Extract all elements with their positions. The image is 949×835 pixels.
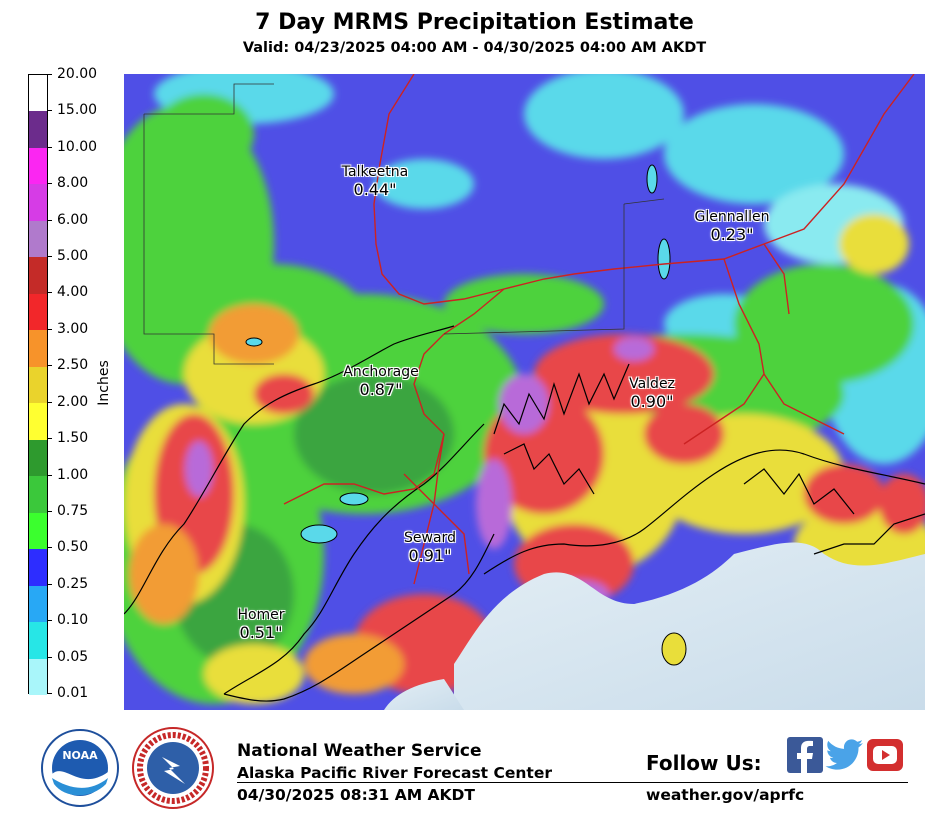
city-label: Glennallen 0.23"	[695, 209, 770, 244]
footer-logos: NOAA	[40, 722, 220, 818]
valid-period: Valid: 04/23/2025 04:00 AM - 04/30/2025 …	[242, 40, 707, 56]
city-label: Valdez 0.90"	[629, 376, 675, 411]
city-name: Anchorage	[343, 364, 419, 380]
legend-swatch	[29, 658, 47, 696]
legend-swatch	[29, 512, 47, 550]
legend-tick	[48, 146, 52, 148]
org-center: Alaska Pacific River Forecast Center	[237, 764, 552, 782]
coastline	[124, 325, 925, 702]
legend-tick	[48, 693, 52, 694]
city-name: Homer	[237, 607, 285, 623]
legend-label: 0.01	[57, 685, 89, 701]
facebook-icon[interactable]	[787, 737, 823, 777]
follow-label: Follow Us:	[646, 751, 762, 775]
legend-label: 1.00	[57, 466, 89, 483]
island	[661, 632, 687, 666]
legend-label: 6.00	[57, 211, 89, 228]
city-precip-value: 0.91"	[408, 546, 452, 565]
legend-tick	[48, 474, 52, 476]
legend-label: 20.00	[57, 66, 98, 82]
city-label: Talkeetna 0.44"	[342, 164, 408, 199]
legend-tick	[48, 292, 52, 294]
lakes	[245, 164, 671, 544]
legend-tick	[48, 328, 52, 330]
legend-swatch	[29, 366, 47, 404]
legend-label: 0.25	[57, 575, 89, 592]
legend-tick	[48, 401, 52, 403]
city-name: Seward	[404, 530, 456, 546]
legend-tick	[48, 547, 52, 549]
legend-swatch	[29, 439, 47, 477]
legend-label: 0.75	[57, 502, 89, 519]
legend-swatch	[29, 147, 47, 185]
noaa-logo: NOAA	[41, 729, 119, 807]
legend-label: 3.00	[57, 320, 89, 337]
legend-tick	[48, 74, 52, 75]
legend-label: 0.50	[57, 539, 89, 556]
legend-tick	[48, 438, 52, 440]
precipitation-map: Talkeetna 0.44" Glennallen 0.23" Anchorage 0.…	[124, 74, 925, 710]
city-precip-value: 0.23"	[710, 225, 754, 244]
legend-label: 5.00	[57, 248, 89, 265]
legend-swatch	[29, 403, 47, 441]
roads	[283, 74, 915, 585]
city-precip-value: 0.90"	[630, 392, 674, 411]
ocean	[454, 542, 925, 710]
color-legend	[28, 74, 48, 696]
precip-field	[124, 74, 925, 704]
legend-tick	[48, 256, 52, 258]
legend-swatch	[29, 184, 47, 222]
legend-units: Inches	[96, 360, 112, 406]
city-name: Talkeetna	[341, 164, 409, 180]
legend-label: 4.00	[57, 284, 89, 301]
legend-tick	[48, 365, 52, 367]
legend-label: 8.00	[57, 175, 89, 192]
city-name: Glennallen	[694, 209, 770, 225]
legend-tick	[48, 110, 52, 112]
legend-tick	[48, 620, 52, 622]
website-link[interactable]: weather.gov/aprfc	[646, 786, 805, 804]
boundaries	[143, 83, 665, 365]
legend-tick	[48, 583, 52, 585]
city-precip-value: 0.87"	[359, 380, 403, 399]
city-label: Homer 0.51"	[237, 607, 284, 642]
legend-swatch	[29, 293, 47, 331]
legend-swatch	[29, 75, 47, 112]
legend-swatch	[29, 257, 47, 295]
legend-tick	[48, 656, 52, 658]
youtube-icon[interactable]	[867, 737, 903, 777]
legend-label: 2.50	[57, 357, 89, 374]
city-precip-value: 0.44"	[353, 180, 397, 199]
legend-tick	[48, 219, 52, 221]
legend-swatch	[29, 220, 47, 258]
city-precip-value: 0.51"	[239, 623, 283, 642]
issued-time: 04/30/2025 08:31 AM AKDT	[237, 786, 475, 804]
legend-swatch	[29, 585, 47, 623]
legend-label: 2.00	[57, 393, 89, 410]
legend-swatch	[29, 476, 47, 514]
legend-swatch	[29, 549, 47, 587]
city-name: Valdez	[629, 376, 675, 392]
legend-label: 1.50	[57, 430, 89, 447]
map-title: 7 Day MRMS Precipitation Estimate	[255, 10, 694, 35]
svg-text:NOAA: NOAA	[62, 749, 98, 762]
legend-tick	[48, 510, 52, 512]
legend-swatch	[29, 111, 47, 149]
city-label: Seward 0.91"	[404, 530, 456, 565]
legend-label: 10.00	[57, 138, 98, 155]
legend-label: 0.10	[57, 612, 89, 629]
legend-swatch	[29, 330, 47, 368]
legend-swatch	[29, 622, 47, 660]
city-label: Anchorage 0.87"	[343, 364, 418, 399]
footer-divider	[237, 782, 908, 783]
map-canvas	[124, 74, 925, 710]
legend-label: 0.05	[57, 648, 89, 665]
org-name: National Weather Service	[237, 741, 482, 761]
legend-tick	[48, 183, 52, 185]
nws-logo	[132, 727, 214, 809]
legend-label: 15.00	[57, 102, 98, 119]
twitter-icon[interactable]	[825, 737, 865, 777]
